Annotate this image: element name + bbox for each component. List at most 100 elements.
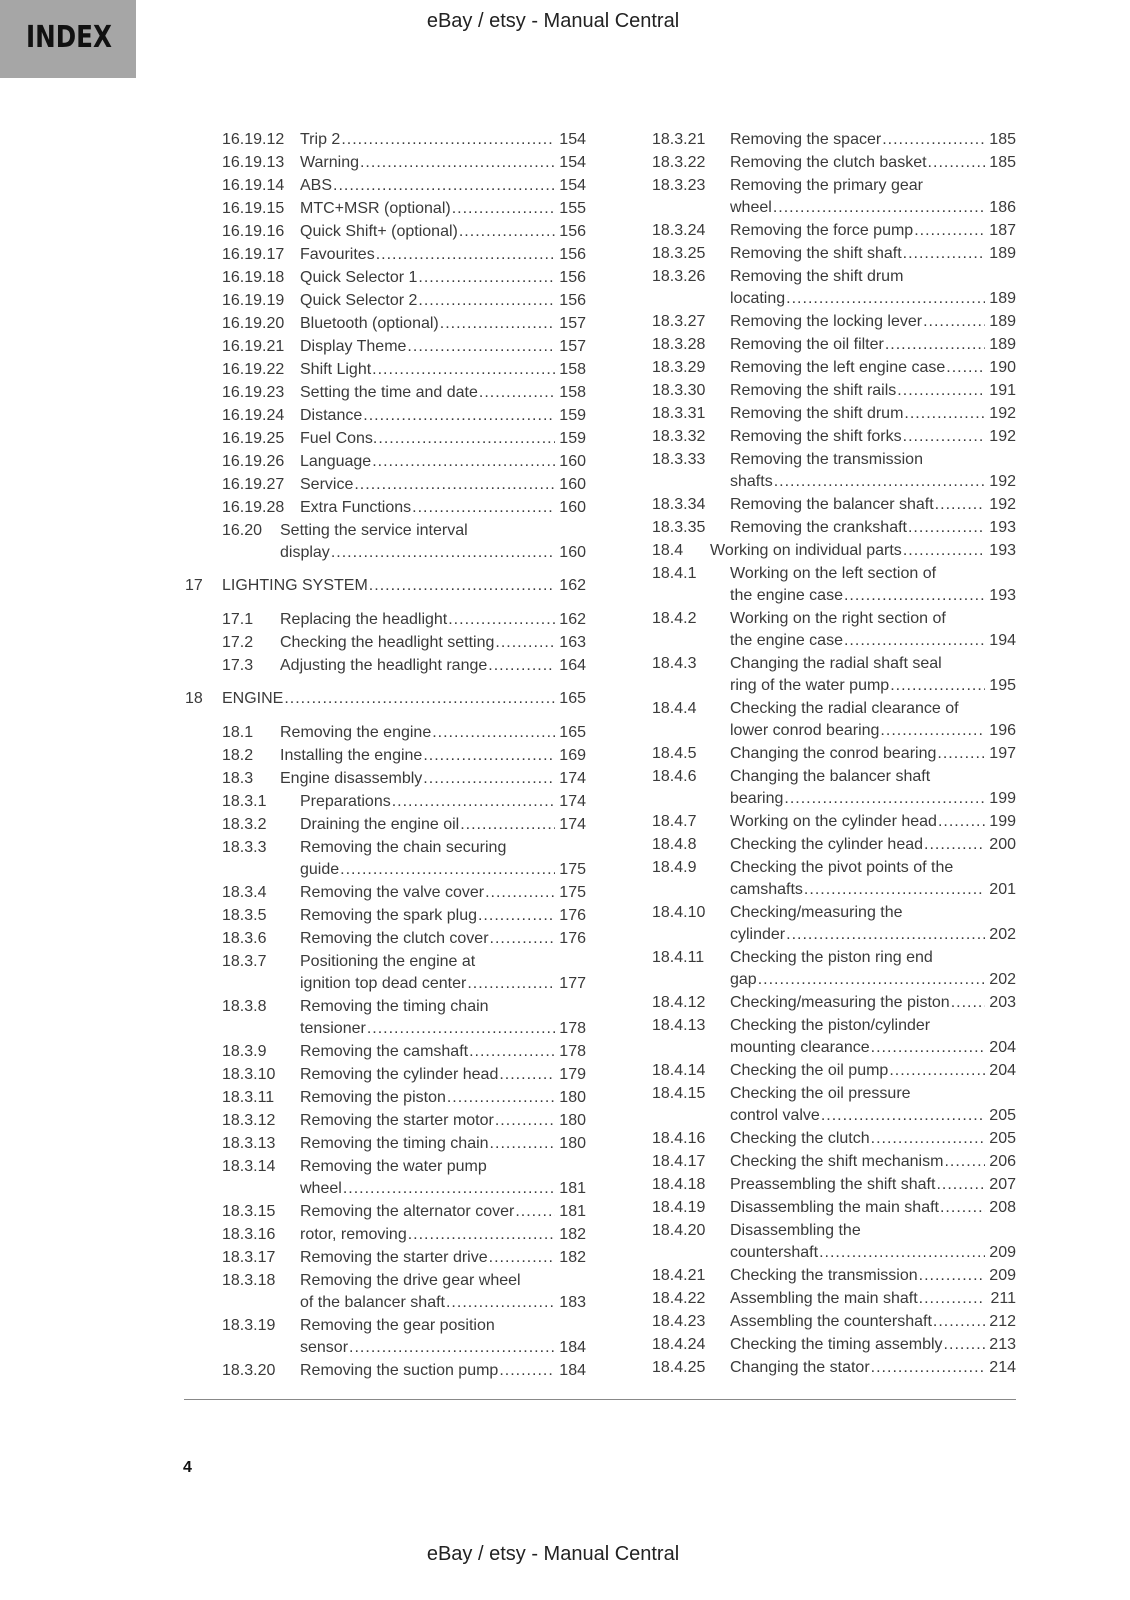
toc-entry[interactable]: 18.4.15 Checking the oil pressure control …: [615, 1082, 1016, 1127]
toc-entry[interactable]: 18 ENGINE................................…: [185, 687, 586, 710]
toc-entry-page: 202: [989, 971, 1016, 988]
toc-entry[interactable]: 18.4.23 Assembling the countershaft......…: [615, 1310, 1016, 1333]
toc-entry[interactable]: 16.19.27 Service.........................…: [185, 473, 586, 496]
toc-entry-page: 158: [559, 384, 586, 401]
toc-entry[interactable]: 18.4.21 Checking the transmission........…: [615, 1264, 1016, 1287]
toc-entry[interactable]: 18.3.29 Removing the left engine case....…: [615, 356, 1016, 379]
toc-entry[interactable]: 18.4.22 Assembling the main shaft........…: [615, 1287, 1016, 1310]
toc-entry[interactable]: 18.3.20 Removing the suction pump........…: [185, 1359, 586, 1382]
toc-entry[interactable]: 16.19.12 Trip 2..........................…: [185, 128, 586, 151]
toc-entry[interactable]: 18.3.10 Removing the cylinder head.......…: [185, 1063, 586, 1086]
toc-entry[interactable]: 16.19.24 Distance........................…: [185, 404, 586, 427]
toc-entry[interactable]: 18.3.3 Removing the chain securing guide..…: [185, 836, 586, 881]
toc-entry[interactable]: 18.4.6 Changing the balancer shaft bearing…: [615, 765, 1016, 810]
toc-entry[interactable]: 17 LIGHTING SYSTEM.......................…: [185, 574, 586, 597]
toc-entry[interactable]: 18.4.19 Disassembling the main shaft.....…: [615, 1196, 1016, 1219]
toc-entry[interactable]: 18.4.7 Working on the cylinder head......…: [615, 810, 1016, 833]
toc-entry[interactable]: 17.1 Replacing the headlight.............…: [185, 608, 586, 631]
toc-entry[interactable]: 18.3.11 Removing the piston..............…: [185, 1086, 586, 1109]
toc-entry[interactable]: 18.3.30 Removing the shift rails.........…: [615, 379, 1016, 402]
toc-entry[interactable]: 18.4.11 Checking the piston ring end gap..…: [615, 946, 1016, 991]
toc-entry-title: wheel: [300, 1180, 342, 1197]
toc-entry[interactable]: 16.19.28 Extra Functions.................…: [185, 496, 586, 519]
toc-entry[interactable]: 18.3.18 Removing the drive gear wheel of t…: [185, 1269, 586, 1314]
toc-entry[interactable]: 16.19.14 ABS.............................…: [185, 174, 586, 197]
toc-entry[interactable]: 18.3.22 Removing the clutch basket.......…: [615, 151, 1016, 174]
toc-entry[interactable]: 18.1 Removing the engine.................…: [185, 721, 586, 744]
toc-entry[interactable]: 18.3.4 Removing the valve cover..........…: [185, 881, 586, 904]
toc-entry[interactable]: 18.3.13 Removing the timing chain........…: [185, 1132, 586, 1155]
toc-entry-last-line: Checking the timing assembly............…: [730, 1333, 1016, 1356]
toc-entry[interactable]: 18.4.9 Checking the pivot points of the ca…: [615, 856, 1016, 901]
toc-entry[interactable]: 18.3.33 Removing the transmission shafts..…: [615, 448, 1016, 493]
toc-entry-title: Service: [300, 476, 354, 493]
toc-entry[interactable]: 18.4.14 Checking the oil pump............…: [615, 1059, 1016, 1082]
toc-entry[interactable]: 17.2 Checking the headlight setting......…: [185, 631, 586, 654]
toc-entry[interactable]: 18.4.24 Checking the timing assembly.....…: [615, 1333, 1016, 1356]
toc-entry[interactable]: 18.3.34 Removing the balancer shaft......…: [615, 493, 1016, 516]
toc-entry[interactable]: 16.19.21 Display Theme...................…: [185, 335, 586, 358]
toc-entry[interactable]: 18.3.24 Removing the force pump..........…: [615, 219, 1016, 242]
toc-entry[interactable]: 18.3.7 Positioning the engine at ignition …: [185, 950, 586, 995]
toc-entry[interactable]: 18.3.6 Removing the clutch cover.........…: [185, 927, 586, 950]
toc-entry[interactable]: 16.19.19 Quick Selector 2................…: [185, 289, 586, 312]
toc-entry[interactable]: 18.3.31 Removing the shift drum..........…: [615, 402, 1016, 425]
toc-entry[interactable]: 18.4.2 Working on the right section of the…: [615, 607, 1016, 652]
toc-entry[interactable]: 16.19.18 Quick Selector 1................…: [185, 266, 586, 289]
dot-leader: ........................................…: [773, 473, 985, 490]
toc-entry[interactable]: 18.4.25 Changing the stator..............…: [615, 1356, 1016, 1379]
toc-entry-body: Preparations............................…: [300, 790, 586, 813]
toc-entry-title: Changing the conrod bearing: [730, 745, 937, 762]
toc-entry[interactable]: 16.19.22 Shift Light.....................…: [185, 358, 586, 381]
toc-entry[interactable]: 18.4.4 Checking the radial clearance of lo…: [615, 697, 1016, 742]
toc-entry[interactable]: 18.3.9 Removing the camshaft.............…: [185, 1040, 586, 1063]
toc-entry[interactable]: 18.3.21 Removing the spacer..............…: [615, 128, 1016, 151]
toc-entry[interactable]: 18.4.1 Working on the left section of the …: [615, 562, 1016, 607]
toc-entry[interactable]: 16.19.26 Language........................…: [185, 450, 586, 473]
toc-entry[interactable]: 18.4.3 Changing the radial shaft seal ring…: [615, 652, 1016, 697]
toc-entry[interactable]: 18.4.18 Preassembling the shift shaft....…: [615, 1173, 1016, 1196]
toc-entry[interactable]: 18.3.32 Removing the shift forks.........…: [615, 425, 1016, 448]
toc-entry-title: guide: [300, 861, 340, 878]
toc-entry[interactable]: 16.19.25 Fuel Cons.......................…: [185, 427, 586, 450]
toc-entry[interactable]: 18.4 Working on individual parts.........…: [615, 539, 1016, 562]
toc-entry[interactable]: 18.3.17 Removing the starter drive.......…: [185, 1246, 586, 1269]
toc-entry[interactable]: 18.3.8 Removing the timing chain tensioner…: [185, 995, 586, 1040]
toc-entry[interactable]: 18.3.12 Removing the starter motor.......…: [185, 1109, 586, 1132]
toc-entry[interactable]: 18.3.15 Removing the alternator cover....…: [185, 1200, 586, 1223]
toc-entry[interactable]: 18.3.27 Removing the locking lever.......…: [615, 310, 1016, 333]
toc-entry[interactable]: 18.3.19 Removing the gear position sensor.…: [185, 1314, 586, 1359]
toc-entry[interactable]: 18.3.2 Draining the engine oil...........…: [185, 813, 586, 836]
toc-entry[interactable]: 18.3.26 Removing the shift drum locating..…: [615, 265, 1016, 310]
toc-entry[interactable]: 18.4.12 Checking/measuring the piston....…: [615, 991, 1016, 1014]
toc-entry[interactable]: 18.3.1 Preparations......................…: [185, 790, 586, 813]
toc-entry[interactable]: 16.19.17 Favourites......................…: [185, 243, 586, 266]
toc-entry[interactable]: 18.3.23 Removing the primary gear wheel...…: [615, 174, 1016, 219]
toc-entry[interactable]: 18.3.35 Removing the crankshaft..........…: [615, 516, 1016, 539]
toc-entry[interactable]: 18.4.5 Changing the conrod bearing.......…: [615, 742, 1016, 765]
toc-entry[interactable]: 18.4.10 Checking/measuring the cylinder...…: [615, 901, 1016, 946]
toc-entry[interactable]: 18.3 Engine disassembly..................…: [185, 767, 586, 790]
toc-entry[interactable]: 18.4.17 Checking the shift mechanism.....…: [615, 1150, 1016, 1173]
toc-entry[interactable]: 18.4.16 Checking the clutch..............…: [615, 1127, 1016, 1150]
toc-entry[interactable]: 17.3 Adjusting the headlight range.......…: [185, 654, 586, 677]
toc-entry[interactable]: 18.3.25 Removing the shift shaft.........…: [615, 242, 1016, 265]
toc-entry[interactable]: 16.19.20 Bluetooth (optional)............…: [185, 312, 586, 335]
toc-entry-last-line: Removing the force pump.................…: [730, 219, 1016, 242]
toc-entry-title: Checking the shift mechanism: [730, 1153, 944, 1170]
toc-entry[interactable]: 18.3.16 rotor, removing..................…: [185, 1223, 586, 1246]
toc-entry-page: 154: [559, 154, 586, 171]
toc-entry[interactable]: 18.3.5 Removing the spark plug...........…: [185, 904, 586, 927]
toc-entry[interactable]: 18.4.13 Checking the piston/cylinder mount…: [615, 1014, 1016, 1059]
toc-entry[interactable]: 16.19.15 MTC+MSR (optional)..............…: [185, 197, 586, 220]
toc-entry[interactable]: 16.19.23 Setting the time and date.......…: [185, 381, 586, 404]
toc-entry[interactable]: 18.4.8 Checking the cylinder head........…: [615, 833, 1016, 856]
toc-entry[interactable]: 18.4.20 Disassembling the countershaft....…: [615, 1219, 1016, 1264]
toc-entry[interactable]: 18.2 Installing the engine...............…: [185, 744, 586, 767]
toc-entry[interactable]: 16.20 Setting the service interval display…: [185, 519, 586, 564]
toc-entry[interactable]: 16.19.13 Warning.........................…: [185, 151, 586, 174]
toc-entry[interactable]: 18.3.28 Removing the oil filter..........…: [615, 333, 1016, 356]
dot-leader: ........................................…: [359, 154, 555, 171]
toc-entry[interactable]: 16.19.16 Quick Shift+ (optional).........…: [185, 220, 586, 243]
toc-entry[interactable]: 18.3.14 Removing the water pump wheel.....…: [185, 1155, 586, 1200]
